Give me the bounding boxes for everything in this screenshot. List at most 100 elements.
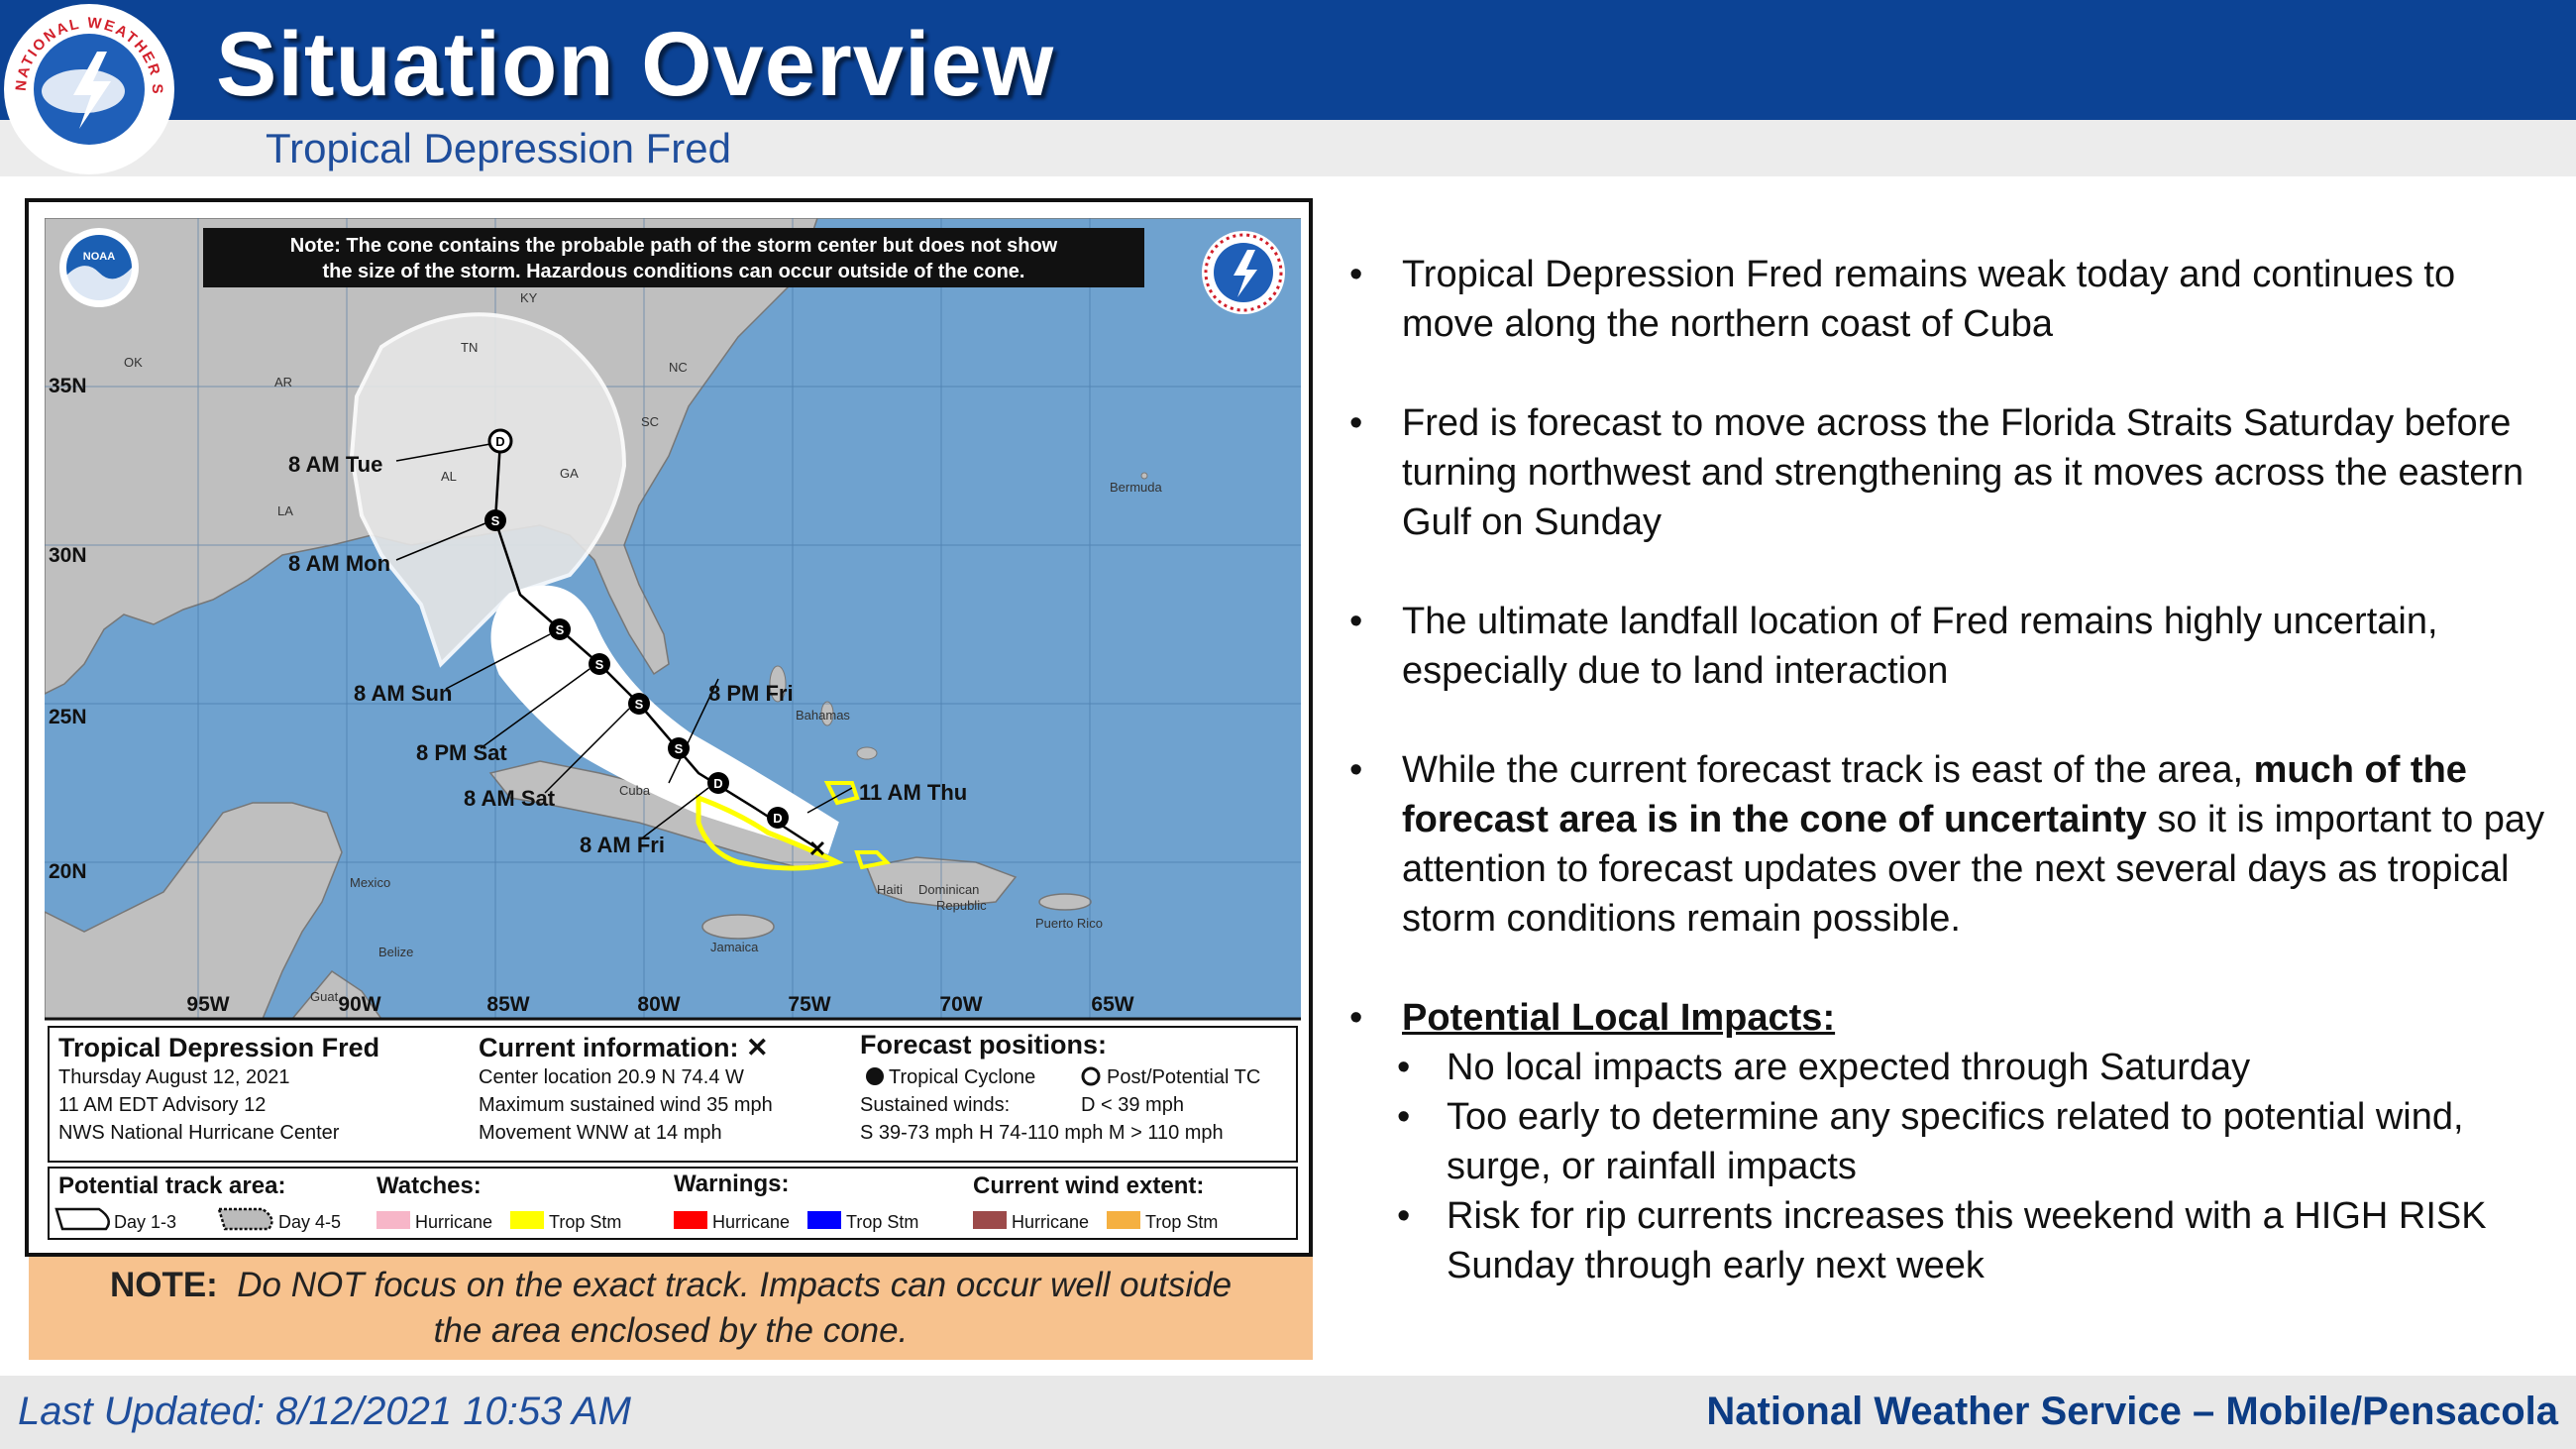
impact-item-3: Risk for rip currents increases this wee… (1347, 1191, 2556, 1290)
legend-wind-hurricane (973, 1211, 1007, 1229)
place-label: Jamaica (710, 940, 759, 954)
storm-date: Thursday August 12, 2021 (58, 1066, 290, 1088)
forecast-point (707, 772, 729, 794)
label-8am-tue: 8 AM Tue (288, 452, 382, 477)
note-text2: the area enclosed by the cone. (433, 1311, 909, 1350)
state-label: TN (461, 340, 478, 355)
lon-label: 90W (338, 993, 380, 1016)
legend-watch-tropstm (510, 1211, 544, 1229)
watch-tropstorm-bahamas (823, 781, 860, 806)
place-label: Puerto Rico (1035, 916, 1103, 931)
state-label: LA (277, 503, 293, 518)
bahamas-land (769, 665, 787, 703)
forecast-point (484, 509, 506, 531)
svg-text:D: D (495, 434, 504, 449)
place-label: Cuba (619, 783, 651, 798)
footer-bar (0, 1376, 2576, 1449)
svg-text:Trop Stm: Trop Stm (1145, 1212, 1218, 1232)
current-info-header: Current information: ✕ (479, 1033, 769, 1062)
lat-label: 20N (49, 860, 87, 883)
fp-d-category: D < 39 mph (1081, 1094, 1184, 1116)
label-8am-sat: 8 AM Sat (464, 786, 556, 811)
state-label: SC (641, 414, 659, 429)
place-label: Bermuda (1110, 480, 1163, 495)
legend-watches: Watches: (376, 1172, 482, 1199)
impacts-heading: Potential Local Impacts: (1402, 997, 1836, 1039)
fp-post-potential: Post/Potential TC (1107, 1066, 1260, 1088)
watch-tropstorm-cuba (696, 794, 844, 871)
last-updated: Last Updated: 8/12/2021 10:53 AM (18, 1390, 631, 1433)
svg-text:S: S (595, 657, 604, 672)
place-label: Dominican (918, 882, 979, 897)
lat-label: 35N (49, 375, 87, 397)
forecast-point (549, 618, 571, 640)
forecast-point (628, 693, 650, 715)
jamaica-land (701, 914, 775, 940)
legend-wind-tropstm (1107, 1211, 1140, 1229)
forecast-point (668, 737, 690, 759)
state-label: NC (669, 360, 688, 375)
legend-wind-extent: Current wind extent: (973, 1172, 1204, 1199)
label-8pm-sat: 8 PM Sat (416, 740, 507, 765)
puerto-rico-land (1038, 893, 1092, 911)
svg-text:D: D (773, 811, 782, 826)
svg-text:the size of the storm. Hazardo: the size of the storm. Hazardous conditi… (323, 261, 1025, 282)
label-8am-sun: 8 AM Sun (354, 681, 452, 706)
legend-warn-hurricane (674, 1211, 707, 1229)
bullet-5: Potential Local Impacts: No local impact… (1347, 993, 2556, 1290)
label-8am-fri: 8 AM Fri (580, 833, 665, 857)
place-label: Republic (936, 898, 987, 913)
nws-small-logo (1202, 231, 1285, 314)
svg-text:Day 4-5: Day 4-5 (278, 1212, 341, 1232)
svg-text:S: S (556, 622, 565, 637)
lon-label: 70W (939, 993, 982, 1016)
label-11am-thu: 11 AM Thu (859, 780, 967, 805)
forecast-point (589, 653, 610, 675)
fp-categories: S 39-73 mph H 74-110 mph M > 110 mph (860, 1122, 1224, 1144)
office-name: National Weather Service – Mobile/Pensac… (1706, 1390, 2558, 1433)
svg-text:S: S (675, 741, 684, 756)
storm-advisory: 11 AM EDT Advisory 12 (58, 1094, 266, 1116)
bermuda-land (1140, 472, 1148, 480)
svg-text:Hurricane: Hurricane (1012, 1212, 1089, 1232)
legend-day45-swatch (217, 1207, 273, 1231)
svg-text:Trop Stm: Trop Stm (846, 1212, 918, 1232)
legend-day13-swatch (54, 1207, 111, 1231)
page-subtitle: Tropical Depression Fred (266, 125, 731, 171)
svg-text:S: S (635, 697, 644, 712)
fp-tropical-cyclone: Tropical Cyclone (889, 1066, 1035, 1088)
note-text1: Do NOT focus on the exact track. Impacts… (237, 1266, 1233, 1304)
place-label: Haiti (877, 882, 903, 897)
storm-center: NWS National Hurricane Center (58, 1122, 340, 1144)
state-label: OK (124, 355, 143, 370)
state-label: GA (560, 466, 579, 481)
lon-label: 95W (186, 993, 229, 1016)
label-8am-mon: 8 AM Mon (288, 551, 390, 576)
svg-text:NOAA: NOAA (83, 251, 115, 263)
nws-logo: NATIONAL WEATHER SERVICE (0, 0, 174, 174)
current-position-marker: ✕ (808, 836, 826, 861)
svg-text:S: S (491, 513, 500, 528)
state-label: AR (274, 375, 292, 390)
bullet-2: Fred is forecast to move across the Flor… (1347, 398, 2556, 547)
state-label: AL (441, 469, 457, 484)
subtitle-bar (0, 120, 2576, 176)
impact-item-2: Too early to determine any specifics rel… (1347, 1092, 2556, 1191)
svg-text:Hurricane: Hurricane (712, 1212, 790, 1232)
noaa-logo: NOAA (59, 228, 139, 307)
lat-label: 30N (49, 544, 87, 567)
lon-label: 80W (637, 993, 680, 1016)
current-movement: Movement WNW at 14 mph (479, 1122, 722, 1144)
forecast-point (487, 428, 513, 454)
map-note-box (203, 228, 1144, 287)
forecast-positions-header: Forecast positions: (860, 1030, 1107, 1059)
lat-label: 25N (49, 706, 87, 728)
legend-watch-hurricane (376, 1211, 410, 1229)
place-label: Belize (378, 945, 413, 959)
label-8pm-fri: 8 PM Fri (708, 681, 794, 706)
svg-text:Hurricane: Hurricane (415, 1212, 492, 1232)
page-title: Situation Overview (216, 14, 1055, 115)
impact-item-1: No local impacts are expected through Sa… (1347, 1043, 2556, 1092)
place-label: Mexico (350, 875, 390, 890)
place-label: Bahamas (796, 708, 850, 723)
